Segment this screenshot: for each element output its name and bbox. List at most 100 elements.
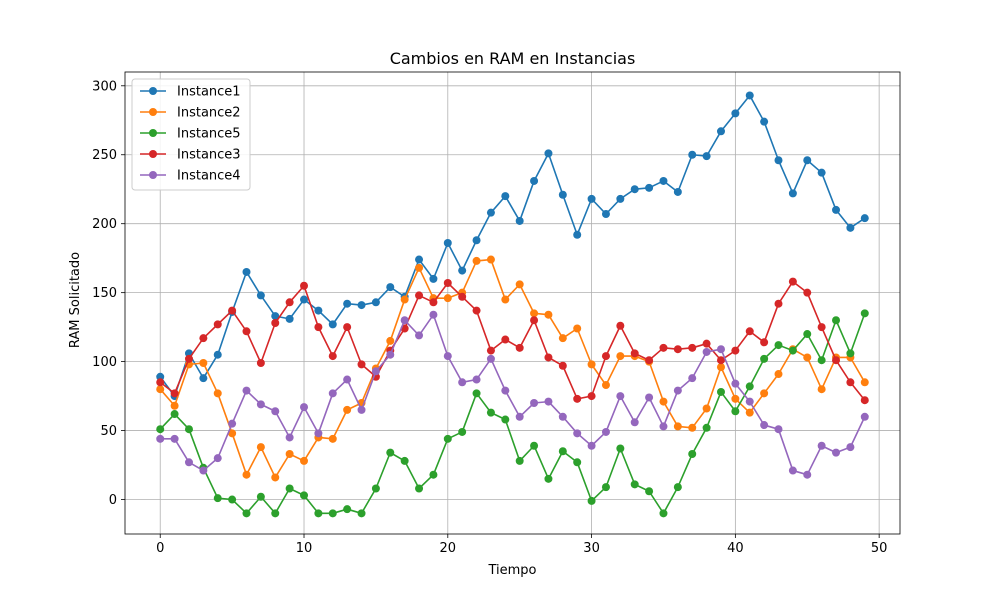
data-point-instance5: [803, 330, 812, 339]
data-point-instance1: [443, 239, 452, 248]
data-point-instance1: [199, 374, 208, 383]
data-point-instance4: [544, 397, 553, 406]
data-point-instance1: [285, 314, 294, 323]
data-point-instance1: [573, 230, 582, 239]
data-point-instance4: [587, 441, 596, 450]
data-point-instance4: [443, 352, 452, 361]
data-point-instance3: [156, 378, 165, 387]
data-point-instance2: [731, 394, 740, 403]
data-point-instance2: [860, 378, 869, 387]
data-point-instance4: [199, 466, 208, 475]
data-point-instance5: [228, 495, 237, 504]
data-point-instance3: [601, 352, 610, 361]
data-point-instance4: [343, 375, 352, 384]
data-point-instance2: [228, 429, 237, 438]
data-point-instance1: [673, 187, 682, 196]
data-point-instance1: [616, 194, 625, 203]
data-point-instance1: [314, 306, 323, 315]
x-tick-label: 50: [871, 541, 888, 556]
y-tick-label: 50: [100, 424, 117, 439]
data-point-instance5: [832, 316, 841, 325]
data-point-instance5: [817, 356, 826, 365]
y-tick-label: 0: [109, 493, 117, 508]
data-point-instance1: [817, 168, 826, 177]
data-point-instance3: [846, 378, 855, 387]
data-point-instance1: [688, 150, 697, 159]
data-point-instance4: [659, 422, 668, 431]
data-point-instance1: [702, 152, 711, 161]
data-point-instance3: [616, 321, 625, 330]
data-point-instance3: [544, 353, 553, 362]
data-point-instance3: [645, 356, 654, 365]
data-point-instance3: [832, 356, 841, 365]
data-point-instance2: [300, 456, 309, 465]
data-point-instance3: [415, 291, 424, 300]
data-point-instance2: [573, 324, 582, 333]
data-point-instance5: [860, 309, 869, 318]
data-point-instance3: [860, 396, 869, 405]
data-point-instance4: [486, 354, 495, 363]
data-point-instance2: [472, 256, 481, 265]
data-point-instance2: [271, 473, 280, 482]
data-point-instance5: [486, 408, 495, 417]
data-point-instance1: [716, 127, 725, 136]
data-point-instance3: [760, 338, 769, 347]
y-tick-label: 100: [92, 355, 117, 370]
data-point-instance5: [530, 441, 539, 450]
legend-label-instance1: Instance1: [177, 85, 241, 100]
data-point-instance1: [659, 176, 668, 185]
data-point-instance5: [515, 456, 524, 465]
data-point-instance3: [558, 361, 567, 370]
data-point-instance4: [328, 389, 337, 398]
data-point-instance1: [832, 205, 841, 214]
data-point-instance2: [774, 370, 783, 379]
data-point-instance3: [486, 346, 495, 355]
data-point-instance5: [184, 425, 193, 434]
data-point-instance5: [443, 434, 452, 443]
data-point-instance5: [429, 470, 438, 479]
data-point-instance2: [199, 358, 208, 367]
data-point-instance1: [256, 291, 265, 300]
data-point-instance2: [616, 352, 625, 361]
data-point-instance3: [817, 323, 826, 332]
data-point-instance5: [659, 509, 668, 518]
data-point-instance3: [285, 298, 294, 307]
y-axis-label: RAM Solicitado: [68, 252, 83, 348]
data-point-instance4: [803, 470, 812, 479]
data-point-instance4: [242, 386, 251, 395]
data-point-instance3: [184, 354, 193, 363]
data-point-instance4: [400, 316, 409, 325]
data-point-instance2: [242, 470, 251, 479]
x-tick-label: 30: [583, 541, 600, 556]
data-point-instance1: [731, 109, 740, 118]
data-point-instance3: [702, 339, 711, 348]
data-point-instance5: [213, 494, 222, 503]
data-point-instance5: [156, 425, 165, 434]
data-point-instance5: [256, 492, 265, 501]
data-point-instance1: [371, 298, 380, 307]
data-point-instance5: [386, 448, 395, 457]
data-point-instance2: [256, 443, 265, 452]
data-point-instance3: [170, 389, 179, 398]
data-point-instance2: [400, 295, 409, 304]
data-point-instance5: [170, 410, 179, 419]
data-point-instance3: [228, 306, 237, 315]
data-point-instance5: [630, 480, 639, 489]
data-point-instance1: [357, 301, 366, 310]
data-point-instance5: [285, 484, 294, 493]
data-point-instance4: [458, 378, 467, 387]
data-point-instance2: [530, 309, 539, 318]
data-point-instance5: [601, 483, 610, 492]
legend-marker-instance2: [149, 108, 157, 116]
data-point-instance1: [386, 283, 395, 292]
data-point-instance1: [429, 274, 438, 283]
x-tick-label: 40: [727, 541, 744, 556]
data-point-instance2: [515, 280, 524, 289]
data-point-instance4: [601, 427, 610, 436]
x-axis-label: Tiempo: [487, 563, 536, 578]
data-point-instance2: [558, 334, 567, 343]
data-point-instance3: [659, 343, 668, 352]
data-point-instance4: [573, 429, 582, 438]
data-point-instance2: [673, 422, 682, 431]
